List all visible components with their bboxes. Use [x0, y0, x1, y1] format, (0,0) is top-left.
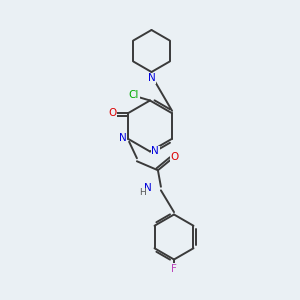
Text: N: N: [119, 133, 126, 143]
Text: O: O: [108, 108, 116, 118]
Text: H: H: [140, 188, 146, 197]
Text: N: N: [152, 146, 159, 157]
Text: O: O: [170, 152, 178, 162]
Text: N: N: [144, 183, 151, 193]
Text: N: N: [148, 74, 155, 83]
Text: F: F: [171, 264, 177, 274]
Text: Cl: Cl: [129, 90, 139, 100]
